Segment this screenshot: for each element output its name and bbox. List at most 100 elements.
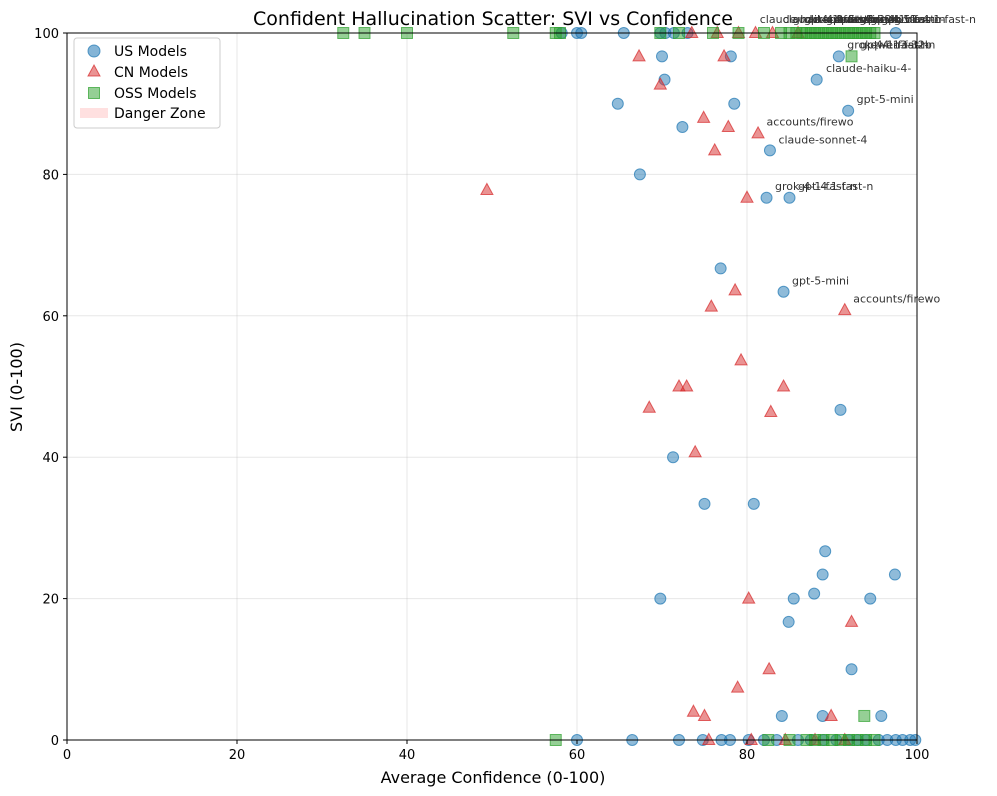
us-model-point: [714, 262, 727, 275]
us-model-point: [760, 191, 773, 204]
us-model-point: [777, 285, 790, 298]
oss-model-point: [858, 709, 871, 722]
y-axis-label: SVI (0-100): [7, 342, 26, 432]
legend-cn-marker: [87, 63, 101, 77]
point-annotation: accounts/firewo: [853, 292, 940, 305]
axis-ticks: 0 20 40 60 80 100 0 20 40 60 80 100: [34, 27, 929, 763]
us-model-point: [875, 709, 888, 722]
legend-us-label: US Models: [114, 44, 187, 60]
cn-model-point: [762, 661, 776, 675]
x-tick-label: 0: [63, 748, 71, 763]
cn-model-point: [701, 732, 716, 745]
cn-model-point: [741, 591, 756, 604]
us-model-point: [633, 168, 646, 181]
cn-model-point: [824, 708, 838, 721]
us-model-point: [782, 615, 795, 628]
legend-oss-label: OSS Models: [114, 86, 197, 102]
legend-cn-label: CN Models: [114, 65, 188, 81]
y-tick-label: 100: [34, 27, 59, 42]
chart-title: Confident Hallucination Scatter: SVI vs …: [253, 8, 733, 30]
point-annotation: grok-4-1-fast-n: [775, 180, 857, 193]
legend-danger-label: Danger Zone: [114, 106, 206, 122]
us-model-point: [787, 592, 800, 605]
us-model-point: [676, 121, 689, 134]
us-model-point: [845, 663, 858, 676]
point-annotation: grok-4-1-fast-n: [847, 39, 929, 52]
cn-model-point: [688, 444, 702, 458]
us-model-point: [834, 403, 847, 416]
us-model-point: [667, 451, 680, 464]
cn-model-point: [744, 732, 759, 745]
cn-model-point: [837, 302, 852, 316]
legend-danger-marker: [80, 108, 108, 118]
x-tick-label: 40: [399, 748, 416, 763]
cn-model-point: [730, 680, 745, 693]
us-model-point: [832, 50, 845, 63]
oss-model-point: [845, 50, 858, 63]
point-annotation: deepseek-v3: [847, 13, 917, 26]
point-annotation: gpt-5-mini: [826, 13, 883, 26]
x-axis-label: Average Confidence (0-100): [381, 768, 606, 787]
point-annotation: gpt-5-mini: [881, 13, 938, 26]
cn-model-point: [734, 352, 748, 366]
y-tick-label: 40: [42, 451, 59, 466]
x-tick-label: 80: [739, 748, 756, 763]
point-annotation: grok-4-1-fast-n: [793, 13, 875, 26]
legend-entry-us: US Models: [87, 44, 187, 60]
us-model-point: [808, 587, 821, 600]
x-tick-label: 60: [569, 748, 586, 763]
legend-entry-danger: Danger Zone: [80, 106, 206, 122]
us-model-point: [654, 592, 667, 605]
cn-model-point: [632, 48, 646, 62]
point-annotation: gpt-5-mini: [792, 275, 849, 288]
cn-model-point: [697, 708, 712, 721]
cn-model-point: [728, 282, 742, 296]
legend-us-marker: [87, 44, 101, 58]
us-model-point: [783, 191, 796, 204]
cn-model-point: [686, 704, 701, 717]
us-model-point: [816, 568, 829, 581]
point-annotation: claude-haiku-4-: [760, 13, 845, 26]
point-annotation: claude-sonnet-4: [783, 13, 872, 26]
y-tick-label: 80: [42, 168, 59, 183]
y-tick-label: 60: [42, 310, 59, 325]
point-annotation: gpt-4.1-fast-n: [798, 180, 873, 193]
cn-model-point: [653, 77, 668, 90]
cn-model-point: [679, 378, 694, 392]
point-annotation: claude-haiku-4-: [826, 62, 911, 75]
point-annotation: grok-4-1-fast-n: [859, 13, 941, 26]
cn-model-point: [721, 119, 736, 133]
point-annotation: qwen3-32b: [870, 39, 932, 52]
y-tick-label: 20: [42, 593, 59, 608]
cn-model-point: [776, 378, 791, 392]
us-model-point: [728, 97, 741, 110]
us-model-point: [819, 545, 832, 558]
point-annotation: grok-4-1-fast-n: [894, 13, 976, 26]
cn-model-point: [763, 404, 778, 417]
cn-model-point: [642, 400, 657, 413]
us-model-point: [698, 497, 711, 510]
legend-frame: [73, 37, 221, 129]
annotations: claude-haiku-4-gpt-5-miniaccounts/firewo…: [760, 13, 976, 305]
cn-model-point: [704, 299, 719, 312]
cn-model-point: [740, 190, 754, 203]
us-model-point: [775, 709, 788, 722]
legend: US Models CN Models OSS Models Danger Zo…: [73, 37, 221, 129]
point-annotation: claude-sonnet-4: [778, 133, 867, 146]
legend-oss-marker: [88, 87, 100, 99]
legend-entry-oss: OSS Models: [88, 86, 197, 102]
point-annotation: gpt-5-mini: [857, 93, 914, 106]
y-tick-label: 0: [51, 734, 59, 749]
x-tick-label: 20: [229, 748, 246, 763]
plot-frame: [66, 32, 918, 741]
cn-model-point: [844, 614, 859, 627]
point-annotation: qwen3-32b: [837, 13, 899, 26]
legend-entry-cn: CN Models: [87, 63, 188, 81]
point-annotation: accounts/firewo: [815, 13, 902, 26]
us-model-point: [656, 50, 668, 63]
cn-model-point: [480, 182, 494, 195]
point-annotation: gpt-4.1-fast-n: [804, 13, 879, 26]
cn-model-point: [751, 125, 765, 139]
us-model-point: [611, 97, 624, 110]
